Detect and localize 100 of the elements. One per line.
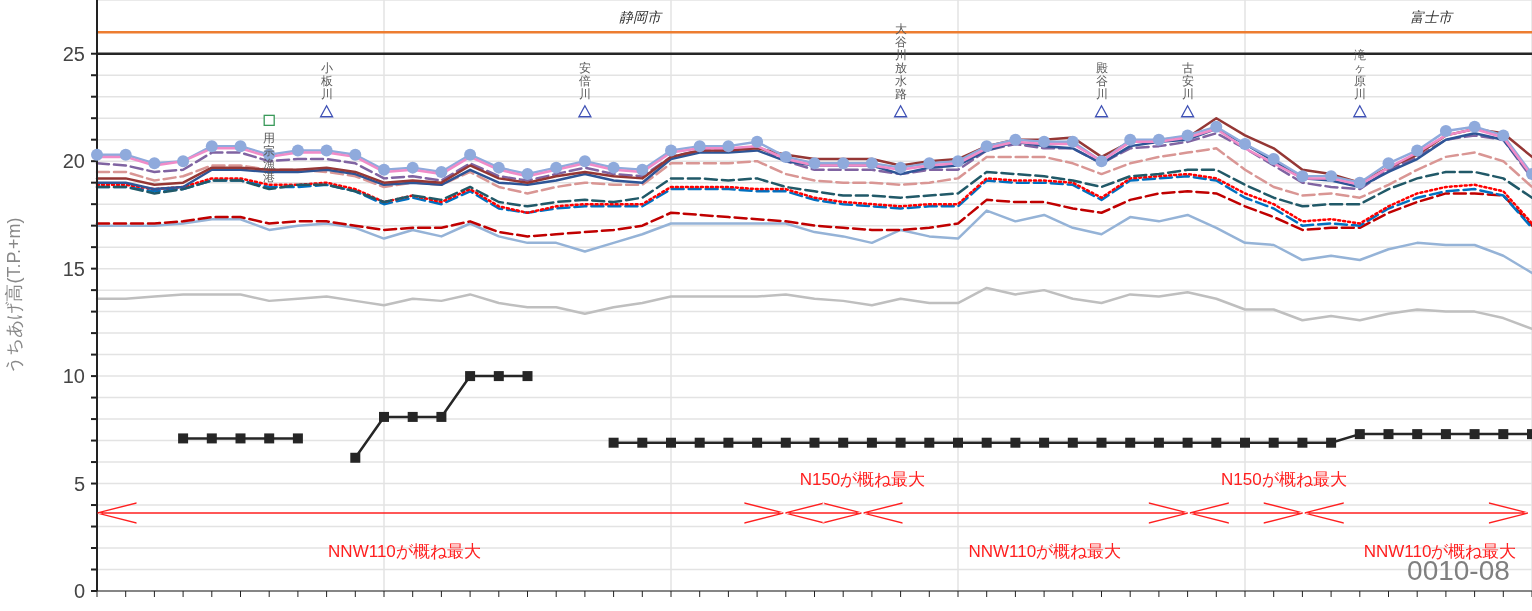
point [350, 452, 361, 463]
point [1009, 133, 1022, 146]
point [292, 433, 303, 444]
data-label: 安倍川 [578, 60, 591, 101]
y-tick-label: 20 [62, 150, 85, 173]
point [1497, 129, 1510, 142]
point [1181, 129, 1194, 142]
point [492, 161, 505, 174]
point [1469, 429, 1480, 440]
point [521, 168, 534, 181]
point [665, 144, 677, 157]
point [1383, 429, 1394, 440]
point [1210, 120, 1223, 133]
point [206, 433, 217, 444]
line-series [95, 190, 1532, 238]
point [809, 437, 820, 448]
point [1354, 429, 1365, 440]
point [1094, 105, 1109, 118]
point [723, 437, 734, 448]
point [1353, 105, 1367, 118]
point [779, 150, 792, 163]
point [636, 163, 649, 176]
point [923, 157, 936, 170]
point [407, 411, 418, 422]
point [436, 411, 447, 422]
point [406, 161, 419, 174]
point [319, 105, 334, 118]
point [808, 157, 821, 170]
point [550, 161, 563, 174]
point [178, 433, 189, 444]
point [1067, 437, 1078, 448]
y-tick-label: 5 [73, 472, 85, 495]
point [865, 157, 878, 170]
data-label: 殿谷川 [1095, 60, 1108, 101]
point [1296, 170, 1309, 183]
point [91, 148, 103, 161]
point [205, 140, 218, 153]
point [578, 105, 592, 118]
point [349, 148, 362, 161]
point [1382, 157, 1395, 170]
point [1498, 429, 1509, 440]
line-series [95, 286, 1532, 331]
point [608, 437, 619, 448]
point [148, 157, 161, 170]
point [320, 144, 333, 157]
point [1325, 170, 1338, 183]
point [1239, 137, 1251, 150]
point [1411, 144, 1424, 157]
point [952, 155, 964, 168]
point [894, 161, 907, 174]
data-label: 古安川 [1181, 60, 1194, 101]
point [1297, 437, 1308, 448]
point [751, 135, 764, 148]
point [866, 437, 877, 448]
point [1096, 437, 1107, 448]
point [1125, 437, 1136, 448]
line-series [95, 168, 1532, 208]
point [1010, 437, 1021, 448]
y-tick-label: 15 [62, 257, 85, 280]
point [379, 411, 389, 422]
point [264, 433, 275, 444]
line-series [95, 209, 1532, 275]
y-tick-label: 25 [62, 42, 85, 65]
point [235, 433, 246, 444]
line-series [95, 147, 1532, 199]
annotation: NNW110が概ね最大 [328, 542, 481, 562]
point [980, 140, 993, 153]
annotation: 富士市 [1409, 9, 1454, 26]
point [637, 437, 648, 448]
point [694, 437, 705, 448]
point [1240, 437, 1250, 448]
point [234, 140, 247, 153]
point [119, 148, 132, 161]
data-label: 小板川 [319, 60, 333, 101]
point [895, 437, 906, 448]
annotation: N150が概ね最大 [799, 470, 926, 490]
point [1066, 135, 1079, 148]
point [1439, 125, 1452, 138]
point [378, 163, 390, 176]
point [780, 437, 791, 448]
point [177, 155, 190, 168]
point [435, 165, 448, 178]
point [837, 157, 850, 170]
point [493, 371, 504, 382]
point [1268, 437, 1279, 448]
point [1095, 155, 1108, 168]
point [981, 437, 992, 448]
point [693, 140, 706, 153]
point [291, 144, 304, 157]
point [1326, 437, 1337, 448]
point [924, 437, 935, 448]
y-tick-label: 10 [62, 365, 85, 388]
point [953, 437, 963, 448]
point [1038, 135, 1051, 148]
point [838, 437, 849, 448]
point [1412, 429, 1423, 440]
point [1440, 429, 1451, 440]
annotation: N150が概ね最大 [1221, 470, 1347, 490]
point [465, 371, 476, 382]
point [1211, 437, 1222, 448]
